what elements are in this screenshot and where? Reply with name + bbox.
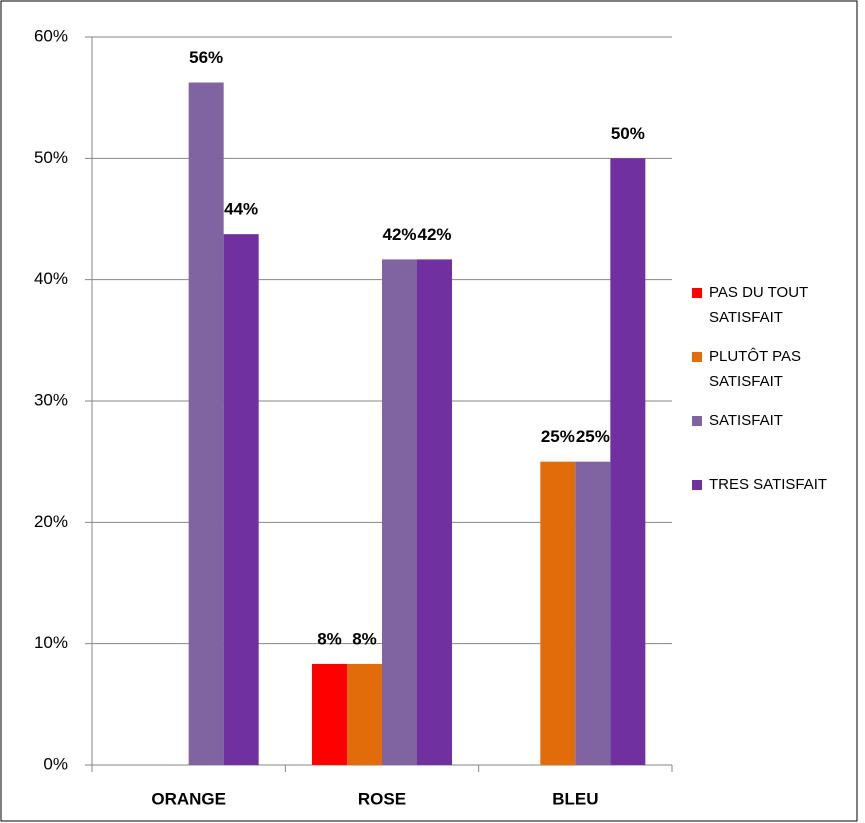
legend-item: PLUTÔT PAS SATISFAIT <box>692 344 852 394</box>
y-tick-label: 10% <box>34 633 68 652</box>
x-tick-label: ROSE <box>358 789 406 808</box>
bar <box>610 158 646 766</box>
data-label: 25% <box>541 427 575 446</box>
bar <box>312 663 347 765</box>
data-label: 25% <box>576 427 610 446</box>
x-tick-label: ORANGE <box>151 789 226 808</box>
bar <box>540 461 576 765</box>
bar <box>347 663 382 765</box>
bar <box>575 461 611 765</box>
legend-swatch <box>692 288 702 298</box>
bar <box>382 259 417 765</box>
legend-item: TRES SATISFAIT <box>692 472 852 497</box>
legend-label: TRES SATISFAIT <box>709 476 828 493</box>
data-label: 50% <box>611 124 645 143</box>
data-label: 8% <box>317 629 342 648</box>
bar <box>188 82 224 765</box>
data-label: 42% <box>417 225 451 244</box>
legend-item: SATISFAIT <box>692 408 852 458</box>
legend-label: PLUTÔT PAS SATISFAIT <box>709 348 801 390</box>
legend-swatch <box>692 352 702 362</box>
data-label: 56% <box>189 48 223 67</box>
legend-label: SATISFAIT <box>709 412 783 429</box>
y-tick-label: 20% <box>34 512 68 531</box>
y-tick-label: 0% <box>43 754 68 773</box>
data-label: 42% <box>382 225 416 244</box>
y-tick-label: 40% <box>34 269 68 288</box>
bar <box>223 234 259 765</box>
x-tick-label: BLEU <box>552 789 598 808</box>
y-tick-label: 30% <box>34 390 68 409</box>
data-label: 44% <box>224 200 258 219</box>
legend-swatch <box>692 480 702 490</box>
legend-label: PAS DU TOUT SATISFAIT <box>709 284 808 326</box>
legend-item: PAS DU TOUT SATISFAIT <box>692 280 852 330</box>
bar <box>417 259 452 765</box>
y-tick-label: 60% <box>34 26 68 45</box>
legend: PAS DU TOUT SATISFAIT PLUTÔT PAS SATISFAI… <box>692 280 852 511</box>
data-label: 8% <box>352 629 377 648</box>
y-tick-label: 50% <box>34 148 68 167</box>
legend-swatch <box>692 416 702 426</box>
